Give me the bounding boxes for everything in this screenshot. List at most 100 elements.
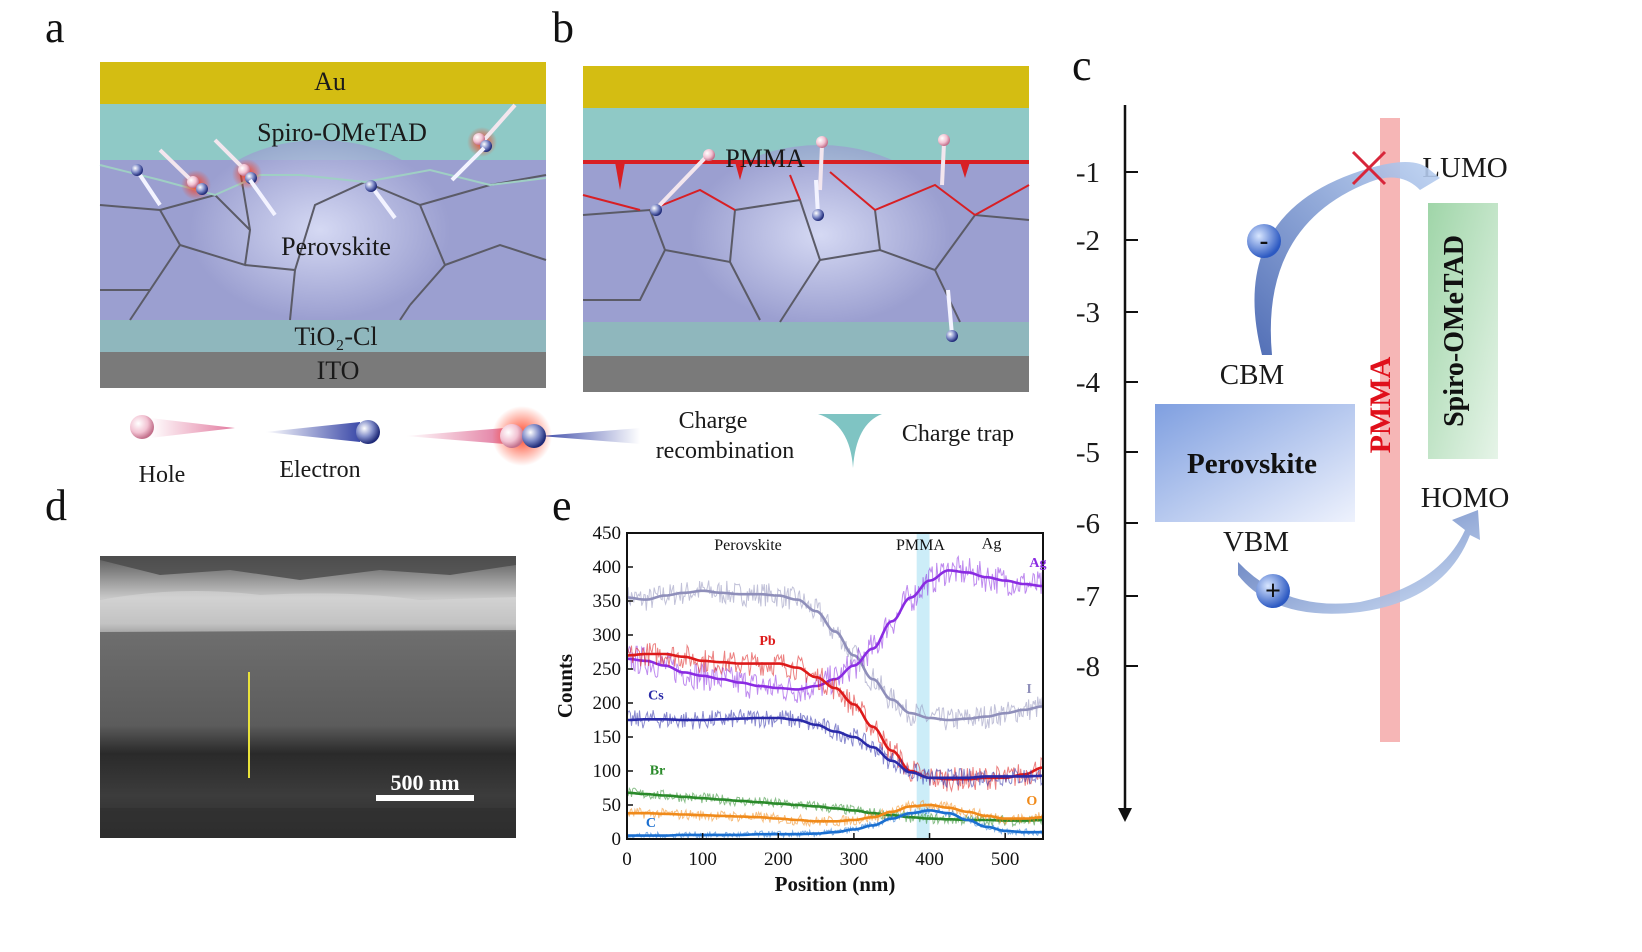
panel-b-device-stack: PMMA	[582, 66, 1030, 392]
tio2-layer	[100, 320, 546, 352]
minus-sign: -	[1260, 226, 1269, 255]
au-layer	[100, 62, 546, 104]
plus-sign: +	[1265, 576, 1281, 607]
vbm-label: VBM	[1223, 526, 1289, 558]
energy-axis-arrow-icon	[1118, 808, 1132, 822]
series-fit-O	[627, 803, 1044, 823]
legend-electron-label: Electron	[279, 457, 360, 483]
panel-label-c: c	[1072, 41, 1092, 90]
series-label-Cs: Cs	[648, 689, 664, 704]
x-tick-label: 100	[688, 849, 717, 870]
perovskite-box	[1155, 404, 1355, 522]
energy-tick-label: -8	[1076, 651, 1100, 683]
x-tick-label: 300	[840, 849, 869, 870]
x-tick-label: 0	[622, 849, 632, 870]
pmma-bar-label: PMMA	[1364, 356, 1397, 453]
panel-a-device-stack: Au Spiro-OMeTAD Perovskite TiO₂-Cl ITO	[99, 62, 547, 388]
pmma-bar	[1380, 118, 1400, 742]
legend-recombination-line2: recombination	[656, 438, 795, 464]
energy-tick-label: -4	[1076, 367, 1101, 399]
region-label-perovskite: Perovskite	[714, 537, 782, 554]
y-tick-label: 50	[602, 795, 621, 816]
legend-electron: Electron	[265, 420, 380, 483]
electron-transfer-arrow-icon	[1254, 161, 1440, 355]
legend-charge-trap: Charge trap	[818, 414, 1014, 468]
ito-label: ITO	[317, 356, 360, 385]
energy-tick-label: -6	[1076, 508, 1100, 540]
ito-layer	[100, 352, 546, 388]
series-fit-C	[627, 809, 1043, 837]
series-label-Ag: Ag	[1029, 556, 1046, 571]
energy-tick-label: -7	[1076, 581, 1100, 613]
panel-d-sem-image: 500 nm	[100, 556, 516, 838]
pmma-label-b: PMMA	[725, 144, 805, 173]
pmma-band	[916, 533, 930, 839]
legend-hole-label: Hole	[139, 462, 186, 488]
y-tick-label: 150	[593, 727, 622, 748]
legend-charge-trap-label: Charge trap	[902, 421, 1014, 447]
legend-row: Hole Electron Charge recombination Charg…	[130, 406, 1014, 488]
perovskite-label: Perovskite	[281, 232, 391, 261]
au-layer-b	[583, 66, 1029, 108]
hole-charge-icon	[1256, 574, 1290, 608]
series-fit-Pb	[627, 652, 1044, 781]
spiro-label: Spiro-OMeTAD	[257, 118, 427, 147]
y-tick-label: 250	[593, 659, 622, 680]
series-label-O: O	[1026, 794, 1037, 809]
chart-frame	[626, 532, 1044, 840]
region-label-ag: Ag	[982, 536, 1002, 553]
tio2-layer-b	[583, 322, 1029, 356]
panel-e-linescan-chart: 0 50 100 150 200 250 300 350 400 450 0 100 200 300 40…	[553, 523, 1047, 896]
y-tick-label: 450	[593, 523, 622, 544]
panel-c-energy-diagram: -1 -2 -3 -4 -5 -6 -7 -8 PMMA Perovskite Spiro-O…	[1076, 105, 1509, 822]
electron-charge-icon	[1247, 224, 1281, 258]
scale-bar-label: 500 nm	[390, 770, 459, 795]
x-tick-label: 400	[915, 849, 944, 870]
series-raw-O	[626, 799, 1043, 828]
y-tick-label: 300	[593, 625, 622, 646]
spiro-box	[1428, 203, 1498, 459]
panel-a-carriers	[131, 103, 517, 220]
series-fit-Ag	[627, 569, 1043, 691]
au-label: Au	[314, 67, 346, 96]
ito-layer-b	[583, 356, 1029, 392]
panel-label-d: d	[45, 481, 67, 530]
series-label-I: I	[1026, 682, 1031, 697]
x-tick-label: 200	[764, 849, 793, 870]
energy-tick-label: -5	[1076, 437, 1100, 469]
hole-transfer-arrow-icon	[1238, 510, 1480, 614]
y-axis-title: Counts	[553, 654, 577, 718]
panel-label-e: e	[552, 481, 572, 530]
scale-bar	[376, 795, 474, 801]
series-label-C: C	[646, 816, 656, 831]
panel-label-a: a	[45, 3, 65, 52]
legend-recombination-line1: Charge	[679, 408, 748, 434]
y-tick-label: 400	[593, 557, 622, 578]
charge-trap-icon	[818, 414, 882, 468]
series-label-Br: Br	[650, 763, 666, 778]
energy-tick-label: -2	[1076, 225, 1100, 257]
y-tick-label: 100	[593, 761, 622, 782]
series-raw-Pb	[626, 642, 1043, 793]
legend-recombination: Charge recombination	[405, 406, 794, 466]
series-fit-Cs	[627, 716, 1043, 780]
energy-tick-label: -3	[1076, 297, 1100, 329]
x-axis-title: Position (nm)	[775, 872, 896, 896]
spiro-box-label: Spiro-OMeTAD	[1439, 235, 1470, 427]
x-tick-label: 500	[991, 849, 1020, 870]
series-fit-I	[627, 589, 1044, 722]
series-label-Pb: Pb	[759, 634, 776, 649]
panel-label-b: b	[552, 3, 574, 52]
energy-tick-label: -1	[1076, 157, 1100, 189]
homo-label: HOMO	[1421, 482, 1510, 514]
panel-b-carriers	[650, 134, 958, 342]
cbm-label: CBM	[1220, 359, 1284, 391]
perovskite-box-label: Perovskite	[1187, 448, 1317, 480]
y-tick-label: 350	[593, 591, 622, 612]
tio2-label: TiO₂-Cl	[294, 322, 377, 351]
legend-hole: Hole	[130, 415, 235, 488]
blocked-cross-icon	[1351, 150, 1387, 186]
region-label-pmma: PMMA	[896, 537, 945, 554]
y-tick-label: 0	[612, 829, 622, 850]
